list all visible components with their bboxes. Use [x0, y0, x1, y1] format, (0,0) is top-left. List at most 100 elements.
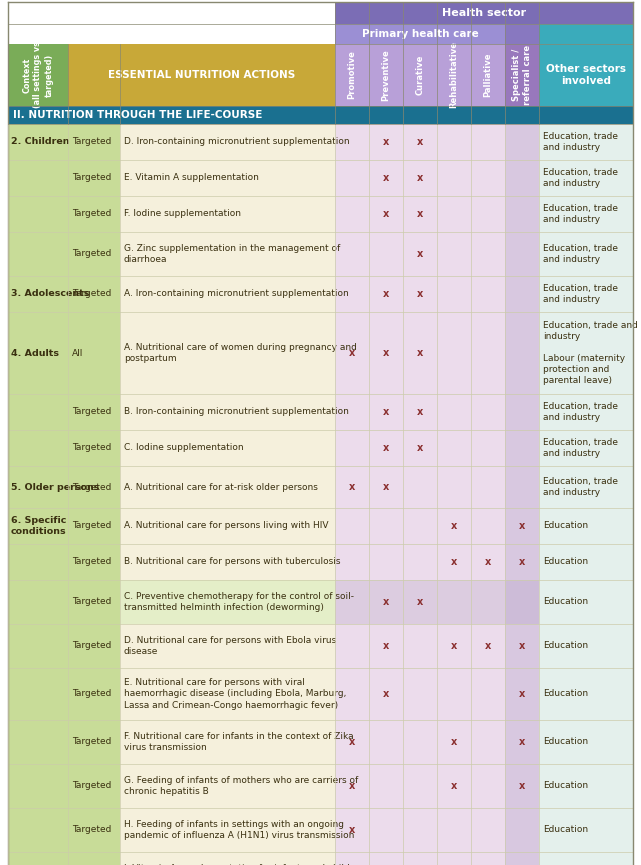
Bar [68, 668, 120, 720]
Text: B. Nutritional care for persons with tuberculosis: B. Nutritional care for persons with tub… [124, 558, 340, 567]
Text: Education: Education [543, 738, 588, 746]
Bar [403, 808, 437, 852]
Bar [8, 44, 68, 106]
Text: x: x [485, 557, 491, 567]
Text: Education: Education [543, 598, 588, 606]
Text: x: x [383, 209, 389, 219]
Text: 4. Adults: 4. Adults [11, 349, 59, 357]
Bar [403, 720, 437, 764]
Bar [505, 580, 539, 624]
Bar [335, 852, 369, 865]
Bar [120, 196, 335, 232]
Bar [437, 466, 471, 508]
Text: D. Nutritional care for persons with Ebola virus
disease: D. Nutritional care for persons with Ebo… [124, 636, 337, 656]
Bar [335, 720, 369, 764]
Bar [471, 764, 505, 808]
Bar [437, 196, 471, 232]
Bar [505, 124, 539, 160]
Bar [335, 808, 369, 852]
Bar [335, 764, 369, 808]
Bar [471, 232, 505, 276]
Bar [369, 808, 403, 852]
Text: Preventive: Preventive [381, 49, 390, 101]
Bar [8, 808, 68, 852]
Bar [335, 196, 369, 232]
Bar [120, 466, 335, 508]
Bar [68, 160, 120, 196]
Text: Education, trade
and industry: Education, trade and industry [543, 204, 618, 224]
Bar [471, 852, 505, 865]
Bar [335, 466, 369, 508]
Bar [8, 764, 68, 808]
Bar [539, 196, 633, 232]
Text: x: x [417, 597, 423, 607]
Text: x: x [417, 289, 423, 299]
Bar [8, 160, 68, 196]
Text: 3. Adolescents: 3. Adolescents [11, 290, 89, 298]
Text: A. Nutritional care for persons living with HIV: A. Nutritional care for persons living w… [124, 522, 328, 530]
Bar [8, 508, 68, 544]
Text: Targeted: Targeted [72, 738, 112, 746]
Text: D. Iron-containing micronutrient supplementation: D. Iron-containing micronutrient supplem… [124, 138, 349, 146]
Bar [369, 624, 403, 668]
Bar [539, 160, 633, 196]
Bar [120, 764, 335, 808]
Text: 5. Older persons: 5. Older persons [11, 483, 99, 491]
Bar [471, 580, 505, 624]
Bar [437, 44, 471, 106]
Bar [335, 508, 369, 544]
Bar [505, 466, 539, 508]
Bar [68, 508, 120, 544]
Bar [8, 544, 68, 580]
Bar [369, 852, 403, 865]
Text: II. NUTRITION THROUGH THE LIFE-COURSE: II. NUTRITION THROUGH THE LIFE-COURSE [13, 110, 262, 120]
Text: Targeted: Targeted [72, 209, 112, 219]
Text: Education: Education [543, 781, 588, 791]
Bar [505, 430, 539, 466]
Bar [120, 394, 335, 430]
Text: x: x [451, 641, 457, 651]
Bar [120, 624, 335, 668]
Text: x: x [519, 737, 525, 747]
Bar [120, 160, 335, 196]
Text: Targeted: Targeted [72, 825, 112, 835]
Text: x: x [451, 521, 457, 531]
Text: ESSENTIAL NUTRITION ACTIONS: ESSENTIAL NUTRITION ACTIONS [108, 70, 295, 80]
Bar [403, 668, 437, 720]
Bar [471, 276, 505, 312]
Bar [437, 160, 471, 196]
Bar [505, 668, 539, 720]
Bar [539, 764, 633, 808]
Bar [437, 764, 471, 808]
Bar [539, 430, 633, 466]
Text: x: x [383, 348, 389, 358]
Text: x: x [349, 781, 355, 791]
Bar [68, 44, 335, 106]
Bar [505, 196, 539, 232]
Bar [68, 232, 120, 276]
Text: x: x [451, 781, 457, 791]
Text: x: x [519, 641, 525, 651]
Text: Health sector: Health sector [442, 8, 526, 18]
Bar [505, 544, 539, 580]
Bar [471, 808, 505, 852]
Bar [68, 276, 120, 312]
Bar [120, 852, 335, 865]
Text: x: x [383, 407, 389, 417]
Bar [437, 852, 471, 865]
Text: x: x [383, 289, 389, 299]
Bar [120, 580, 335, 624]
Bar [120, 312, 335, 394]
Bar [437, 624, 471, 668]
Bar [369, 508, 403, 544]
Bar [471, 720, 505, 764]
Text: x: x [519, 521, 525, 531]
Text: x: x [417, 407, 423, 417]
Bar [120, 544, 335, 580]
Text: x: x [383, 597, 389, 607]
Bar [403, 764, 437, 808]
Text: x: x [485, 641, 491, 651]
Bar [8, 106, 633, 124]
Bar [539, 276, 633, 312]
Bar [369, 196, 403, 232]
